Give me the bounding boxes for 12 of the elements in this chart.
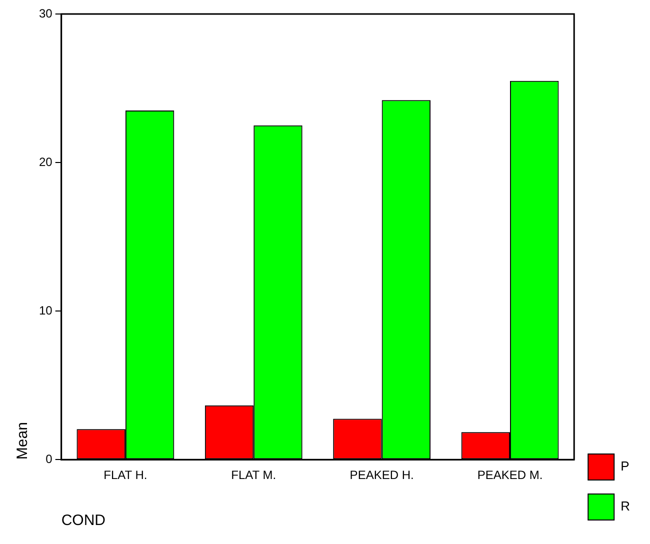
legend-label: R bbox=[620, 498, 630, 514]
x-tick-label: PEAKED M. bbox=[477, 468, 543, 482]
y-tick-label: 0 bbox=[46, 452, 53, 466]
y-tick-label: 20 bbox=[38, 154, 53, 169]
x-axis-title: COND bbox=[61, 512, 106, 530]
x-tick-label: PEAKED H. bbox=[350, 468, 414, 482]
legend-label: P bbox=[620, 458, 630, 474]
y-axis-title: Mean bbox=[14, 422, 32, 460]
x-tick-label: FLAT M. bbox=[231, 468, 276, 482]
x-tick-label: FLAT H. bbox=[104, 468, 148, 482]
y-tick-label: 30 bbox=[38, 6, 53, 20]
y-tick-label: 10 bbox=[38, 303, 53, 318]
